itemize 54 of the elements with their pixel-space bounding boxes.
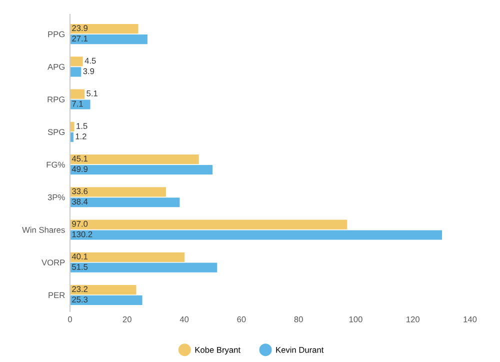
x-tick-label: 0 [68,316,72,322]
x-tick-label: 20 [122,316,132,322]
text: 27.1 [72,36,88,42]
bar [70,34,148,44]
legend-label: Kobe Bryant [195,346,240,354]
text: 130.2 [72,231,92,238]
y-tick-label: RPG [48,96,65,102]
y-tick-label: Win Shares [22,226,65,233]
text: 51.5 [72,264,88,270]
bar [70,56,83,66]
bar [70,187,166,197]
bar [70,262,218,272]
x-tick-label: 40 [180,316,189,322]
bar [70,100,90,110]
text: 40.1 [72,254,88,260]
y-tick-label: 3P% [48,194,65,200]
bar [70,295,142,306]
x-tick-label: 120 [406,316,420,322]
bar [70,89,85,99]
text: 3.9 [83,68,94,74]
text: 5.1 [86,90,98,96]
text: 97.0 [72,220,88,227]
y-tick-label: SPG [48,129,65,136]
text: 25.3 [72,296,88,302]
text: 7.1 [72,100,83,107]
bar [70,284,136,295]
text: 4.5 [84,58,96,64]
text: 23.9 [72,25,88,32]
bar [70,164,213,175]
x-tick-label: 140 [464,316,477,322]
text: 49.9 [72,166,88,172]
y-tick-label: PER [48,292,65,298]
text: 33.6 [72,188,88,194]
bar [70,198,180,208]
y-tick-label: APG [48,64,65,70]
bar [70,24,138,34]
text: 23.2 [72,286,88,292]
text: 45.1 [72,156,88,162]
bar [70,220,348,230]
bar [70,154,199,164]
text: 38.4 [72,198,88,205]
bar [70,230,442,240]
text: 1.2 [76,133,86,140]
x-tick-label: 60 [237,316,246,322]
y-tick-label: FG% [46,162,65,168]
text: 1.5 [76,123,88,129]
legend-label: Kevin Durant [276,346,324,353]
bar [70,67,82,77]
bar [70,122,74,132]
y-tick-label: VORP [42,260,65,266]
bar [70,252,185,262]
y-tick-label: PPG [48,31,65,38]
x-tick-label: 100 [349,316,362,322]
x-tick-label: 80 [294,316,303,322]
